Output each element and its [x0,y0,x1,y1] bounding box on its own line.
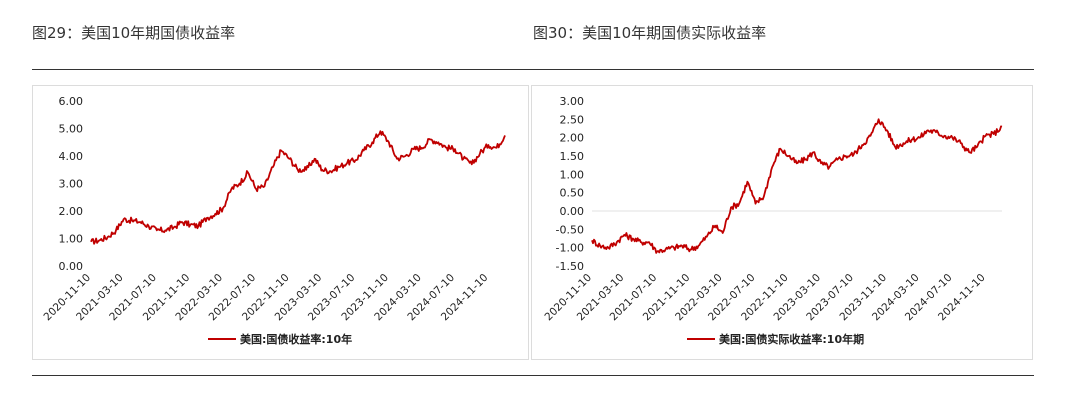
y-tick-label: 2.50 [560,113,585,126]
y-tick-label: 3.00 [59,178,84,191]
top-divider [32,69,1034,70]
legend-label: 美国:国债实际收益率:10年期 [719,332,864,346]
y-tick-label: 0.00 [59,260,84,273]
figure-title-left: 图29：美国10年期国债收益率 [32,24,236,42]
figure-title-right: 图30：美国10年期国债实际收益率 [533,24,767,42]
y-tick-label: 6.00 [59,95,84,108]
y-tick-label: 3.00 [560,95,585,108]
y-tick-label: 2.00 [59,205,84,218]
y-tick-label: 0.50 [560,187,585,200]
chart-nominal-yield: 6.005.004.003.002.001.000.002020-11-1020… [41,95,506,346]
series-line [90,130,506,245]
y-tick-label: 1.50 [560,150,585,163]
y-tick-label: 4.00 [59,150,84,163]
y-tick-label: 1.00 [560,168,585,181]
chart-panel-real-yield: 3.00 2.50 2.00 1.50 1.00 0.50 0.00 -0.50 -1.00 -1… [531,85,1033,360]
y-tick-label: 5.00 [59,123,84,136]
legend-label: 美国:国债收益率:10年 [240,332,352,346]
chart-real-yield: 3.00 2.50 2.00 1.50 1.00 0.50 0.00 -0.50 -1.00 -1… [542,95,1003,346]
y-tick-label: -1.50 [556,260,584,273]
y-tick-label: -1.00 [556,242,584,255]
y-tick-label: 1.00 [59,233,84,246]
series-line [591,118,1003,254]
bottom-divider [32,375,1034,376]
y-tick-label: 2.00 [560,132,585,145]
y-tick-label: -0.50 [556,223,584,236]
chart-panel-nominal-yield: 6.00 5.00 4.00 3.00 2.00 1.00 0.00 2020-11-10 20… [32,85,529,360]
y-tick-label: 0.00 [560,205,585,218]
